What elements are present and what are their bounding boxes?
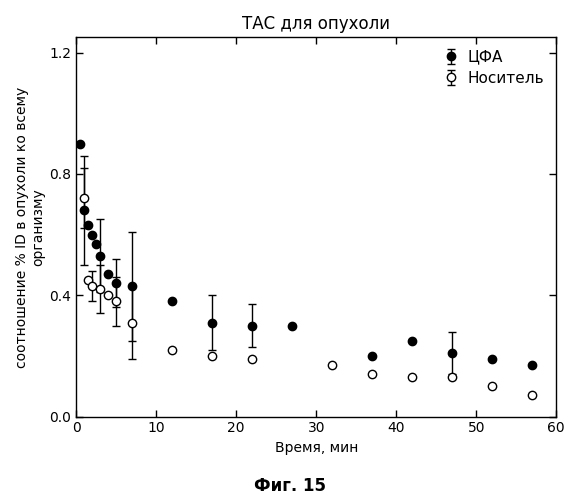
X-axis label: Время, мин: Время, мин xyxy=(274,441,358,455)
Legend: ЦФА, Носитель: ЦФА, Носитель xyxy=(438,45,549,90)
Title: ТАС для опухоли: ТАС для опухоли xyxy=(242,15,390,33)
Y-axis label: соотношение % ID в опухоли ко всему
организму: соотношение % ID в опухоли ко всему орга… xyxy=(15,86,45,368)
Text: Фиг. 15: Фиг. 15 xyxy=(254,477,326,495)
